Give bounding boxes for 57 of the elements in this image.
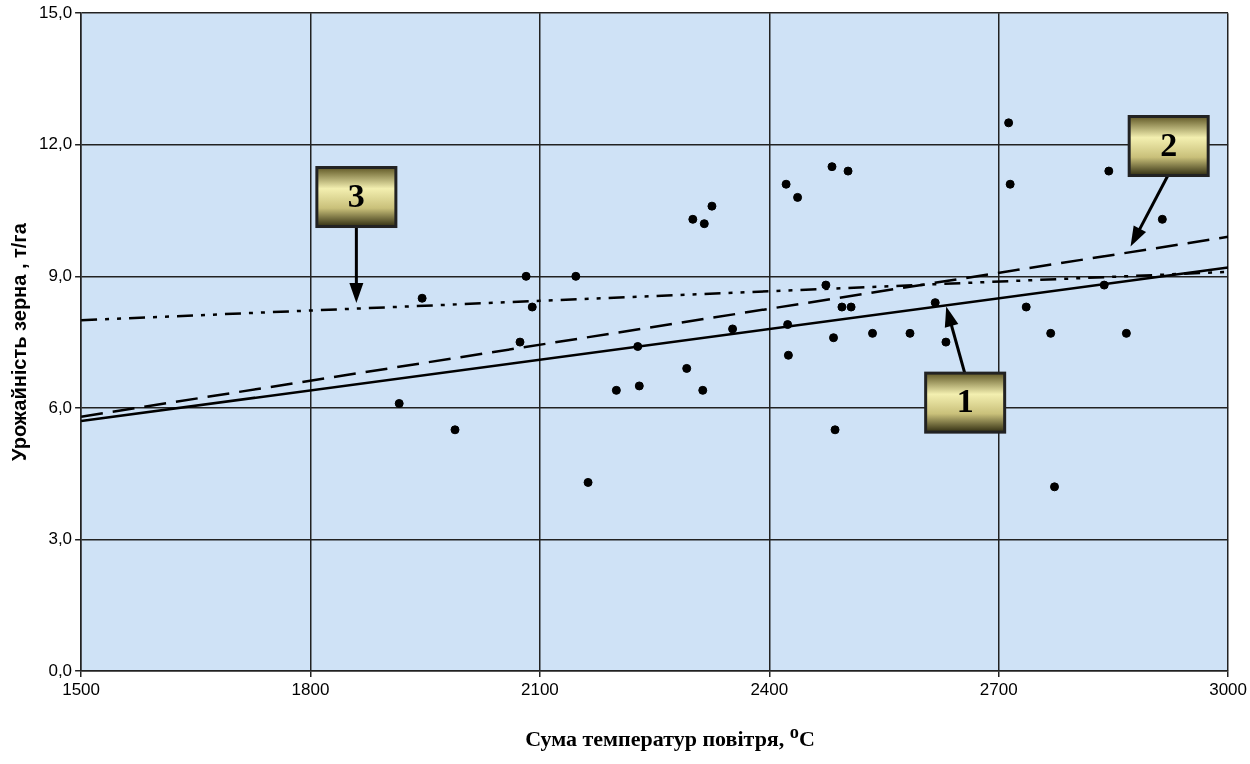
x-tick-label: 3000 (1209, 679, 1247, 699)
point (1046, 328, 1056, 338)
point (688, 214, 698, 224)
point (1121, 328, 1131, 338)
x-tick-label: 2700 (979, 679, 1018, 699)
point (1021, 302, 1031, 312)
annotation: 1 (956, 382, 974, 420)
point (515, 337, 525, 347)
point (837, 302, 847, 312)
point (583, 477, 593, 487)
point (783, 350, 793, 360)
point (394, 399, 404, 408)
point (698, 385, 708, 395)
point (634, 381, 644, 391)
point (830, 425, 840, 435)
point (1099, 280, 1109, 290)
point (843, 166, 853, 176)
point (1005, 179, 1015, 189)
point (829, 333, 839, 343)
point (781, 179, 791, 189)
point (450, 425, 460, 435)
y-tick-label: 9,0 (48, 266, 73, 286)
y-tick-label: 12,0 (38, 134, 73, 154)
point (941, 337, 951, 347)
y-tick-label: 15,0 (38, 2, 73, 22)
point (527, 302, 537, 312)
annotation: 3 (347, 176, 365, 214)
y-tick-label: 3,0 (48, 529, 73, 549)
point (417, 293, 427, 303)
point (699, 219, 709, 229)
point (682, 363, 692, 373)
y-axis-title: Урожайність зерна , т/га (7, 222, 30, 461)
point (827, 162, 837, 172)
point (633, 341, 643, 351)
point (905, 328, 915, 338)
y-tick-label: 0,0 (48, 660, 73, 680)
point (846, 302, 856, 312)
point (728, 324, 738, 334)
point (707, 201, 717, 211)
point (793, 192, 803, 202)
point (783, 320, 793, 330)
x-tick-label: 1500 (62, 679, 100, 699)
annotation: 2 (1160, 125, 1178, 163)
x-axis-title: Сума температур повітря, $^{o}$C (524, 722, 816, 753)
point (1104, 166, 1114, 176)
point (1004, 118, 1014, 128)
point (1157, 214, 1167, 224)
point (611, 385, 621, 395)
point (521, 271, 531, 281)
x-tick-label: 1800 (291, 679, 330, 699)
x-tick-label: 2100 (520, 679, 559, 699)
point (868, 328, 878, 338)
x-tick-label: 2400 (750, 679, 789, 699)
point (571, 271, 581, 281)
point (1050, 482, 1060, 492)
y-tick-label: 6,0 (48, 397, 73, 417)
point (821, 280, 831, 290)
